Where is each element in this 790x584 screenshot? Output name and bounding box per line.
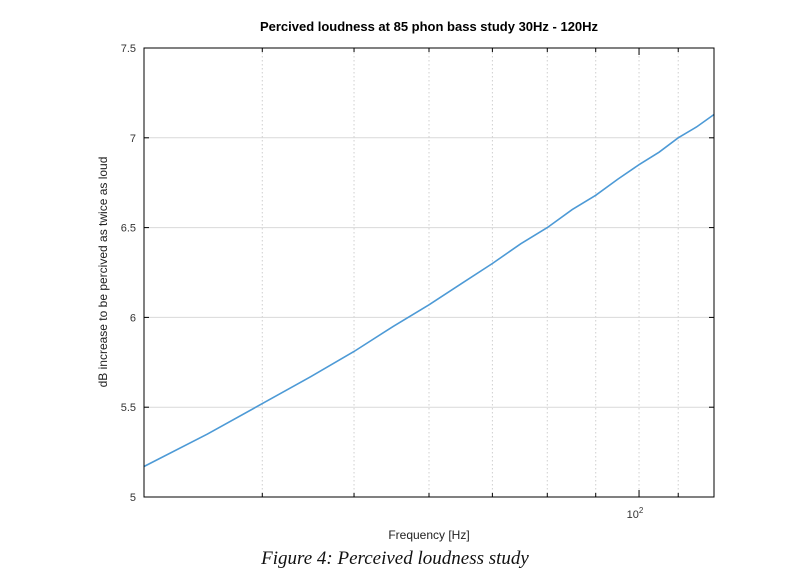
x-axis-label: Frequency [Hz]: [388, 528, 469, 542]
y-tick-label: 5.5: [121, 402, 136, 414]
y-tick-label: 6.5: [121, 223, 136, 235]
y-tick-label: 6: [130, 312, 136, 324]
y-axis-label: dB increase to be percived as twice as l…: [96, 157, 110, 388]
series-group: [143, 113, 715, 468]
x-tick-label: 102: [627, 506, 644, 521]
y-tick-label: 5: [130, 492, 136, 504]
chart-title: Percived loudness at 85 phon bass study …: [260, 19, 599, 34]
line-chart: Percived loudness at 85 phon bass study …: [96, 19, 715, 542]
axis-ticks: 5 5.5 6 6.5 7 7.5 102: [121, 43, 715, 521]
y-tick-label: 7: [130, 133, 136, 145]
figure-caption: Figure 4: Perceived loudness study: [261, 548, 529, 569]
grid-lines: [143, 47, 715, 498]
series-line-0: [143, 113, 715, 468]
y-tick-label: 7.5: [121, 43, 136, 55]
